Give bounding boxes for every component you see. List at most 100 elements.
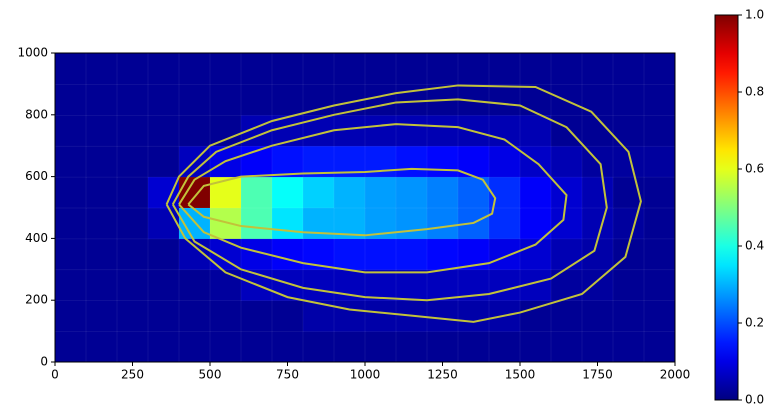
contour-line <box>171 98 608 302</box>
x-tick-label: 0 <box>51 368 59 382</box>
cell <box>85 83 118 116</box>
cell <box>333 238 366 271</box>
cell <box>395 176 428 209</box>
cell <box>457 299 490 332</box>
contours <box>165 84 642 323</box>
cell <box>519 176 552 209</box>
cell <box>426 299 459 332</box>
cell <box>395 52 428 85</box>
cell <box>240 52 273 85</box>
cell <box>519 83 552 116</box>
cell <box>519 207 552 240</box>
colorbar-tick-label: 0.6 <box>745 162 764 176</box>
cell <box>426 330 459 363</box>
cell <box>271 145 304 178</box>
cell <box>395 330 428 363</box>
cell <box>612 83 645 116</box>
cell <box>271 299 304 332</box>
cell <box>302 269 335 301</box>
cell <box>488 145 521 178</box>
cell <box>643 83 676 116</box>
y-tick-label: 0 <box>40 355 48 369</box>
cell <box>550 83 583 116</box>
cell <box>643 299 676 332</box>
cell <box>240 176 273 209</box>
cell <box>426 207 459 240</box>
cell <box>116 238 149 271</box>
cell <box>116 145 149 178</box>
cell <box>488 238 521 271</box>
cell <box>271 330 304 363</box>
cell <box>364 52 397 85</box>
cell <box>54 114 87 147</box>
x-tick-label: 1250 <box>427 368 458 382</box>
cell <box>426 145 459 178</box>
cell <box>302 52 335 85</box>
cell <box>178 238 211 271</box>
cell <box>643 52 676 85</box>
cell <box>54 299 87 332</box>
cell <box>519 114 552 147</box>
cell <box>395 238 428 271</box>
x-tick-label: 1500 <box>505 368 536 382</box>
cell <box>426 238 459 271</box>
cell <box>240 330 273 363</box>
contour-line <box>178 123 568 274</box>
cell <box>581 238 614 271</box>
cell <box>333 52 366 85</box>
x-tick-label: 2000 <box>660 368 691 382</box>
cell <box>85 238 118 271</box>
cell <box>271 176 304 209</box>
cell <box>333 299 366 332</box>
y-tick-label: 400 <box>25 231 48 245</box>
cell <box>178 176 211 209</box>
y-tick-label: 800 <box>25 107 48 121</box>
cell <box>240 83 273 116</box>
cell <box>271 207 304 240</box>
cell <box>209 114 242 147</box>
cell <box>612 207 645 240</box>
cell <box>54 207 87 240</box>
cell <box>85 269 118 301</box>
cell <box>85 52 118 85</box>
cell <box>488 269 521 301</box>
cell <box>643 114 676 147</box>
cell <box>395 114 428 147</box>
x-tick-label: 500 <box>199 368 222 382</box>
cell <box>147 176 180 209</box>
cell <box>209 52 242 85</box>
cell <box>147 52 180 85</box>
cell <box>178 299 211 332</box>
cell <box>643 145 676 178</box>
colorbar-tick-label: 0.8 <box>745 85 764 99</box>
colorbar-tick-label: 0.4 <box>745 239 764 253</box>
cell <box>550 207 583 240</box>
cell <box>116 114 149 147</box>
cell <box>147 83 180 116</box>
cell <box>209 83 242 116</box>
x-tick-label: 1750 <box>582 368 613 382</box>
cell <box>85 145 118 178</box>
cell <box>519 330 552 363</box>
cell <box>178 52 211 85</box>
contour-line <box>165 84 642 323</box>
x-tick-label: 250 <box>121 368 144 382</box>
cell <box>85 330 118 363</box>
cell <box>271 83 304 116</box>
cell <box>488 114 521 147</box>
cell <box>116 207 149 240</box>
cell <box>364 83 397 116</box>
cell <box>488 330 521 363</box>
cell <box>54 83 87 116</box>
cell <box>147 114 180 147</box>
colorbar-tick-label: 1.0 <box>745 8 764 22</box>
colorbar <box>714 14 739 401</box>
x-tick-label: 750 <box>276 368 299 382</box>
cell <box>395 145 428 178</box>
cell <box>116 176 149 209</box>
cell <box>147 299 180 332</box>
cell <box>54 269 87 301</box>
y-tick-label: 600 <box>25 169 48 183</box>
cell <box>550 238 583 271</box>
